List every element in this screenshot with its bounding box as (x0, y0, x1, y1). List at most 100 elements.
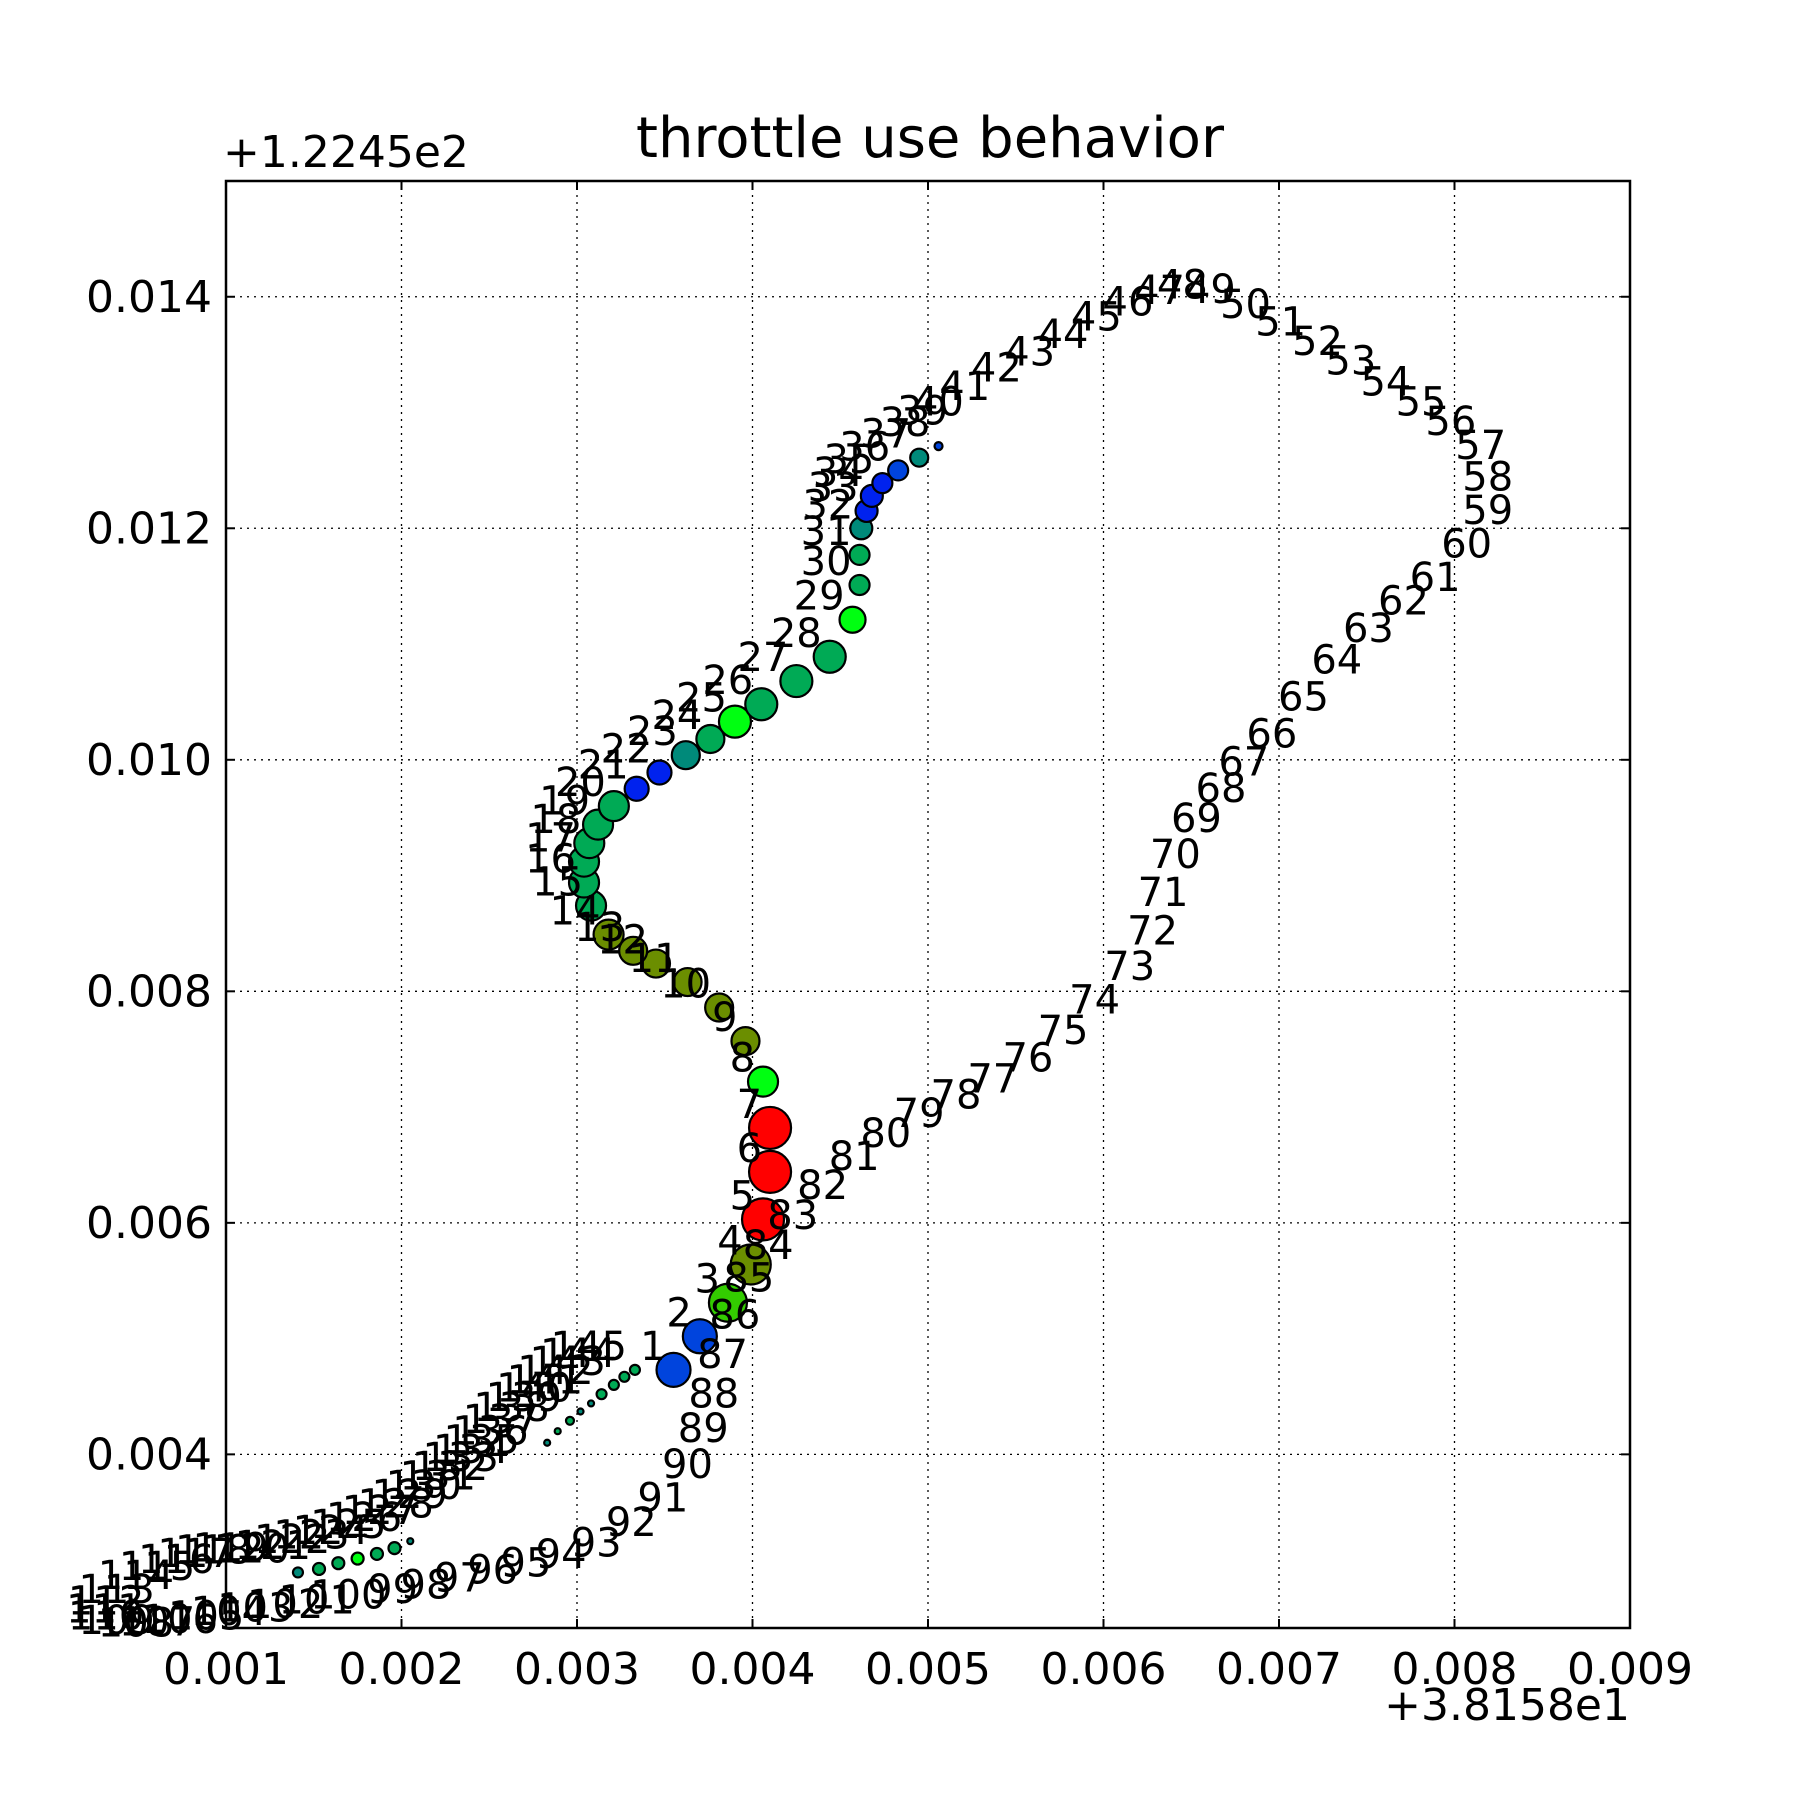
data-point (618, 935, 649, 966)
point-label: 28 (771, 611, 822, 657)
point-label: 47 (1134, 268, 1185, 314)
point-label: 84 (743, 1223, 794, 1269)
data-point (350, 1551, 365, 1566)
point-label: 45 (1071, 295, 1122, 341)
point-label: 3 (694, 1257, 719, 1303)
point-label: 27 (737, 635, 788, 681)
point-label: 93 (571, 1521, 622, 1567)
data-point (592, 918, 625, 951)
point-label: 121 (235, 1523, 311, 1569)
point-label: 56 (1425, 399, 1476, 445)
point-label: 106 (142, 1597, 218, 1643)
point-label: 5 (730, 1173, 755, 1219)
y-tick-label: 0.004 (86, 1429, 212, 1480)
data-point (695, 723, 726, 755)
y-tick-label: 0.008 (86, 966, 212, 1017)
point-label: 128 (358, 1481, 434, 1527)
point-label: 72 (1127, 908, 1178, 954)
point-label: 90 (662, 1442, 713, 1488)
point-label: 59 (1462, 488, 1513, 534)
point-label: 70 (1150, 832, 1201, 878)
data-point (607, 1378, 620, 1392)
point-label: 41 (939, 364, 990, 410)
point-label: 39 (897, 389, 948, 435)
point-label: 100 (310, 1573, 386, 1619)
x-tick-label: 0.007 (1216, 1644, 1342, 1695)
data-point (618, 1370, 631, 1383)
point-label: 2 (666, 1290, 691, 1336)
point-label: 21 (578, 743, 629, 789)
point-label: 31 (801, 509, 852, 555)
data-point (564, 1415, 576, 1426)
point-label: 16 (525, 837, 576, 883)
point-label: 32 (802, 482, 853, 528)
point-label: 119 (193, 1525, 269, 1571)
point-label: 111 (66, 1587, 142, 1633)
point-label: 74 (1069, 978, 1120, 1024)
point-label: 38 (880, 400, 931, 446)
y-tick-label: 0.006 (86, 1198, 212, 1249)
data-point (747, 1105, 793, 1151)
axis-ticks: 0.001 0.002 0.003 0.004 0.005 0.006 0.007 0.008… (86, 181, 1693, 1695)
point-label: 141 (507, 1357, 583, 1403)
point-label: 116 (138, 1537, 214, 1583)
point-label: 44 (1038, 312, 1089, 358)
point-label: 102 (247, 1582, 323, 1628)
point-label: 98 (401, 1562, 452, 1608)
x-axis-offset-label: +3.8158e1 (1384, 1680, 1630, 1731)
point-label: 139 (486, 1375, 562, 1421)
point-label: 143 (529, 1339, 605, 1385)
point-label: 138 (473, 1385, 549, 1431)
point-label: 22 (601, 727, 652, 773)
data-point (887, 459, 910, 482)
point-label: 127 (342, 1488, 418, 1534)
point-label: 123 (273, 1513, 349, 1559)
data-point (655, 1351, 692, 1388)
point-label: 76 (1002, 1036, 1053, 1082)
data-point (331, 1556, 346, 1571)
data-point (595, 1388, 608, 1401)
point-label: 80 (860, 1111, 911, 1157)
point-label: 81 (829, 1134, 880, 1180)
point-label: 73 (1104, 944, 1155, 990)
point-label: 51 (1255, 299, 1306, 345)
point-label: 79 (894, 1091, 945, 1137)
data-point (746, 1065, 780, 1098)
point-label: 113 (78, 1567, 154, 1613)
point-label: 112 (68, 1579, 144, 1625)
point-label: 92 (606, 1500, 657, 1546)
x-tick-label: 0.001 (163, 1644, 289, 1695)
point-label: 99 (367, 1567, 418, 1613)
point-label: 7 (737, 1082, 762, 1128)
point-label: 114 (98, 1553, 174, 1599)
point-label: 6 (737, 1126, 762, 1172)
data-point (740, 1197, 786, 1242)
point-label: 29 (794, 574, 845, 620)
data-point (640, 948, 672, 979)
y-axis-offset-label: +1.2245e2 (223, 127, 469, 178)
point-label: 87 (697, 1332, 748, 1378)
point-label: 89 (678, 1406, 729, 1452)
point-label: 91 (637, 1476, 688, 1522)
point-label: 94 (536, 1532, 587, 1578)
data-point (291, 1566, 305, 1579)
point-label: 55 (1396, 379, 1447, 425)
point-label: 101 (279, 1577, 355, 1623)
point-label: 95 (501, 1540, 552, 1586)
point-label: 117 (157, 1531, 233, 1577)
data-point (597, 790, 630, 823)
point-label: 50 (1220, 282, 1271, 328)
point-label: 125 (310, 1502, 386, 1548)
point-label: 135 (444, 1418, 520, 1464)
point-label: 131 (400, 1454, 476, 1500)
point-label: 48 (1157, 262, 1208, 308)
data-point (369, 1546, 385, 1562)
point-label: 137 (463, 1397, 539, 1443)
point-label: 61 (1410, 555, 1461, 601)
point-label: 144 (540, 1331, 616, 1377)
x-tick-label: 0.006 (1041, 1644, 1167, 1695)
data-point (387, 1541, 402, 1556)
